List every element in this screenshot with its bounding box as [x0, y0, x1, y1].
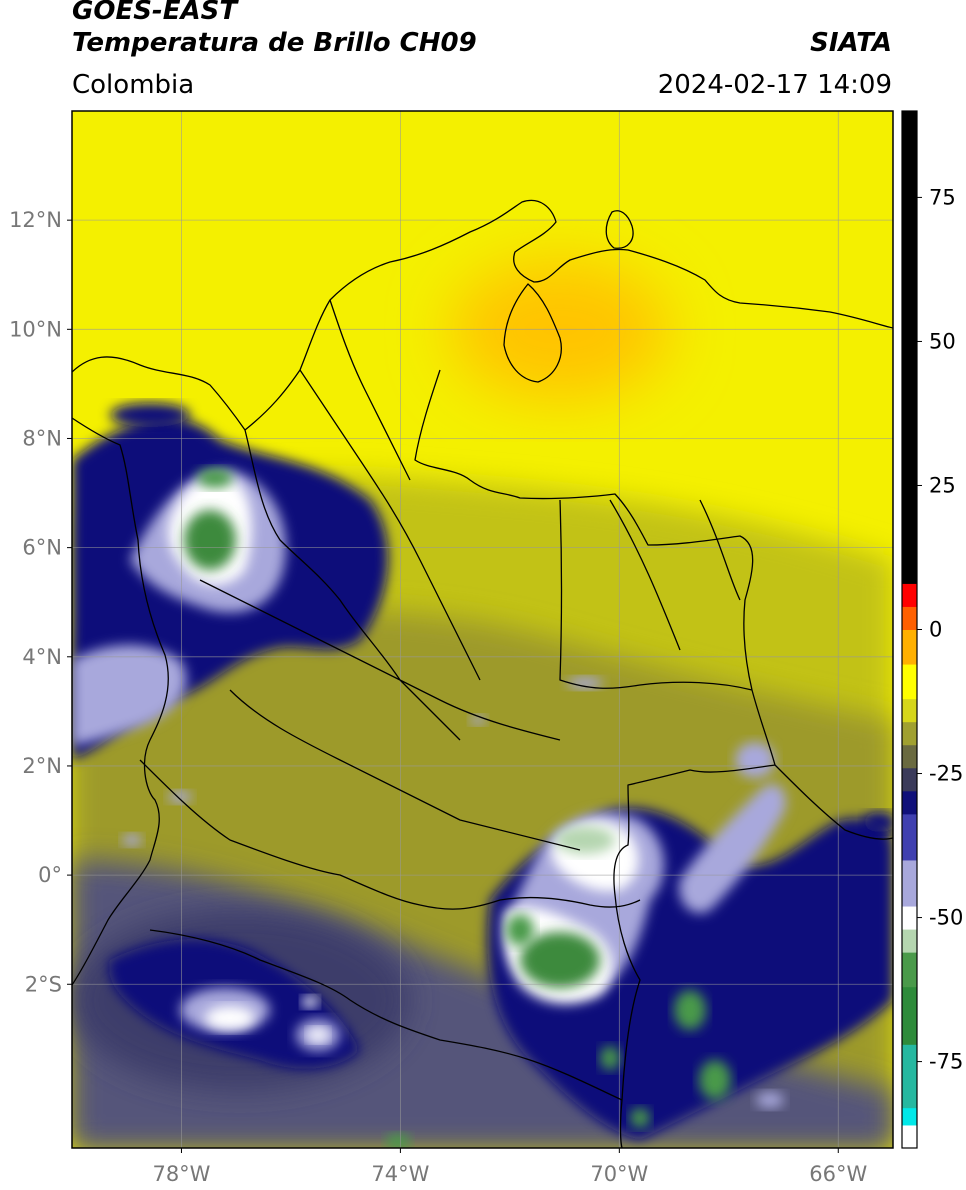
colorbar-segment	[902, 721, 917, 746]
colorbar-tick-label: 75	[929, 185, 956, 209]
colorbar-segment	[902, 698, 917, 723]
colorbar-segment	[902, 1107, 917, 1126]
colorbar-segment	[902, 952, 917, 988]
region-label: Colombia	[72, 70, 195, 100]
colorbar-segment	[902, 906, 917, 930]
lat-tick-label: 10°N	[9, 317, 62, 341]
lat-tick-label: 6°N	[22, 536, 62, 560]
cloud-system-southeast	[487, 742, 893, 1140]
product-subtitle: Temperatura de Brillo CH09	[72, 28, 477, 58]
colorbar-tick-label: -75	[929, 1050, 963, 1074]
lon-tick-label: 78°W	[152, 1162, 210, 1186]
andes-divisions	[199, 299, 581, 851]
colombia-brazil-border	[613, 764, 776, 1148]
colorbar-segment	[902, 859, 917, 907]
caribbean-coastline	[72, 199, 893, 431]
colorbar-axis: 75 50 25 0 -25 -50 -75	[917, 185, 963, 1074]
map-gridlines	[72, 111, 893, 1148]
lat-tick-label: 4°N	[22, 645, 62, 669]
lat-tick-label: 2°S	[25, 972, 62, 996]
colorbar-segment	[902, 767, 917, 792]
ecuador-peru-border	[149, 929, 623, 1101]
lon-tick-label: 74°W	[371, 1162, 429, 1186]
lat-tick-label: 0°	[38, 863, 62, 887]
longitude-axis: 78°W 74°W 70°W 66°W	[152, 1148, 867, 1186]
map-frame	[71, 110, 894, 1149]
colorbar-segment	[902, 986, 917, 1045]
colorbar-segment	[902, 929, 917, 953]
colorbar-tick-label: -50	[929, 906, 963, 930]
satellite-image	[72, 111, 893, 1148]
lon-tick-label: 70°W	[590, 1162, 648, 1186]
colorbar-segment	[902, 606, 917, 630]
colorbar-segment	[902, 744, 917, 769]
cloud-system-southwest	[109, 939, 361, 1069]
lat-tick-label: 8°N	[22, 426, 62, 450]
colorbar-segment	[902, 629, 917, 665]
colorbar-segment	[902, 583, 917, 607]
colorbar-segment	[902, 813, 917, 861]
colorbar-segment	[902, 1044, 917, 1109]
colorbar-tick-label: 50	[929, 329, 956, 353]
colorbar-tick-label: -25	[929, 762, 963, 786]
latitude-axis: 12°N 10°N 8°N 6°N 4°N 2°N 0° 2°S	[9, 208, 72, 996]
lat-tick-label: 2°N	[22, 754, 62, 778]
datetime-label: 2024-02-17 14:09	[657, 70, 892, 100]
brazil-venezuela-border	[774, 764, 893, 840]
warm-pocket	[450, 260, 670, 400]
pacific-coastline	[72, 417, 169, 986]
colombia-venezuela-border	[414, 369, 776, 766]
colorbar-segment	[902, 1124, 917, 1149]
lon-tick-label: 66°W	[809, 1162, 867, 1186]
colorbar-tick-label: 0	[929, 618, 942, 642]
colorbar-tick-label: 25	[929, 473, 956, 497]
colorbar-segment	[902, 111, 917, 584]
organization-label: SIATA	[810, 28, 892, 58]
product-title: GOES-EAST	[72, 0, 238, 26]
map-boundaries	[72, 199, 893, 1148]
colorbar	[902, 111, 917, 1149]
colombia-southern-border	[139, 759, 641, 910]
colorbar-segment	[902, 790, 917, 815]
paraguana-peninsula	[605, 210, 634, 249]
venezuela-states	[559, 499, 753, 691]
lake-maracaibo	[503, 283, 562, 383]
cloud-system-northwest	[72, 418, 389, 760]
colorbar-segment	[902, 664, 917, 700]
lat-tick-label: 12°N	[9, 208, 62, 232]
